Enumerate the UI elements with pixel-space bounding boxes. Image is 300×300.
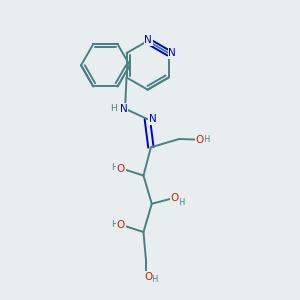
Text: N: N bbox=[144, 35, 152, 45]
Text: O: O bbox=[117, 164, 125, 174]
Text: H: H bbox=[110, 103, 117, 112]
Text: O: O bbox=[171, 193, 179, 202]
Text: N: N bbox=[120, 104, 128, 114]
Text: H: H bbox=[111, 163, 118, 172]
Text: H: H bbox=[178, 197, 184, 206]
Text: O: O bbox=[117, 220, 125, 230]
Text: O: O bbox=[144, 272, 152, 282]
Text: H: H bbox=[151, 275, 158, 284]
Text: N: N bbox=[168, 48, 176, 58]
Text: H: H bbox=[111, 220, 118, 229]
Text: N: N bbox=[149, 114, 157, 124]
Text: O: O bbox=[196, 135, 204, 145]
Text: H: H bbox=[203, 135, 209, 144]
